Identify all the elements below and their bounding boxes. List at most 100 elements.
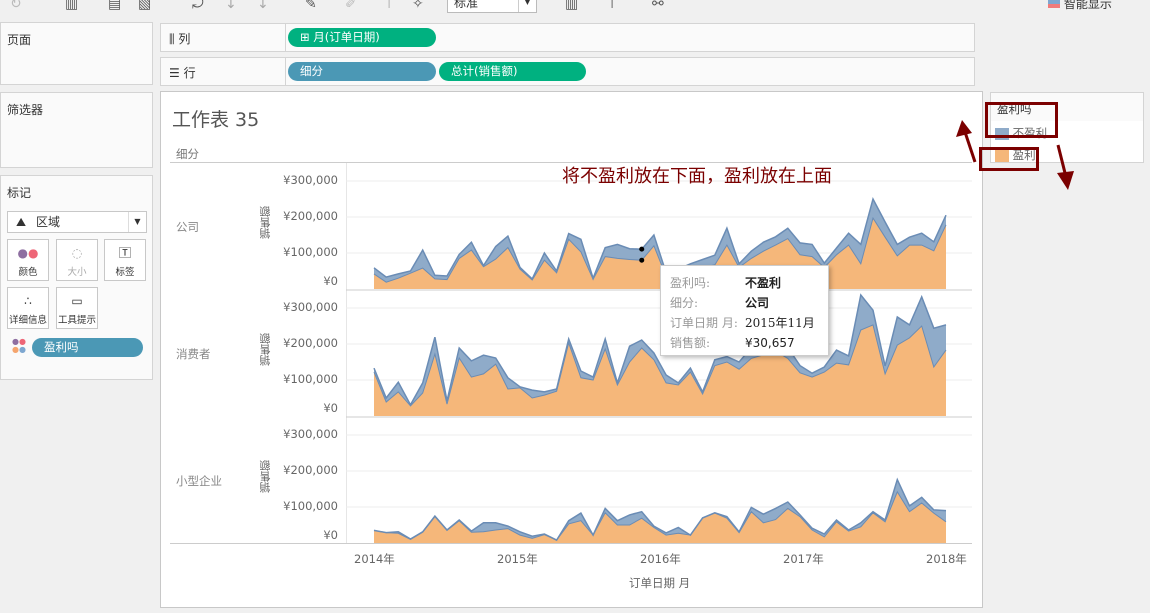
sum-sales-pill[interactable]: 总计(销售额) — [439, 62, 586, 81]
detail-label: 详细信息 — [8, 315, 47, 326]
mark-type-value: 区域 — [36, 215, 61, 229]
line-unprofitable-消费者 — [373, 293, 947, 407]
row-header-segment: 公司 — [176, 220, 199, 234]
color-field-icon: ●● ●● — [12, 337, 26, 354]
swap-icon[interactable]: ⤾ — [192, 0, 204, 12]
x-tick-label: 2014年 — [354, 552, 395, 566]
segment-pill[interactable]: 细分 — [288, 62, 436, 81]
y-tick-label: ¥0 — [323, 274, 338, 288]
arrow-up-head — [956, 120, 972, 137]
legend-title: 盈利吗 — [997, 102, 1032, 116]
sort-desc-icon[interactable]: ↧ — [257, 0, 269, 12]
share-icon[interactable]: ⚯ — [652, 0, 664, 12]
legend-item-profitable[interactable]: 盈利 — [995, 147, 1036, 163]
area-profitable-消费者[interactable] — [374, 324, 946, 416]
attach-icon[interactable]: ✐ — [345, 0, 357, 12]
chevron-down-icon: ▼ — [518, 0, 536, 12]
pin-icon[interactable]: ✧ — [412, 0, 424, 12]
area-icon: ⛰ — [16, 215, 27, 229]
tooltip-key: 盈利吗: — [670, 276, 711, 290]
text-icon[interactable]: ⊤ — [383, 0, 396, 12]
line-unprofitable-公司 — [373, 196, 947, 281]
color-label: 颜色 — [18, 267, 38, 278]
filters-card[interactable]: 筛选器 — [0, 92, 153, 168]
toolbar: ↻ ▥ ▤ ▧ ⤾ ↧ ↧ ✎ ✐ ⊤ ✧ 标准 ▼ ▥ ⊤ ⚯ 智能显示 — [0, 0, 1150, 16]
y-tick-label: ¥300,000 — [283, 300, 338, 314]
duplicate-sheet-icon[interactable]: ▤ — [108, 0, 122, 12]
tooltip-key: 销售额: — [670, 336, 711, 350]
columns-label: ⫼ 列 — [169, 32, 191, 46]
y-tick-label: ¥100,000 — [283, 245, 338, 259]
size-icon: ◌ — [71, 246, 83, 260]
bar-chart-icon[interactable]: ▥ — [565, 0, 579, 12]
tooltip-button[interactable]: ▭ 工具提示 — [56, 287, 98, 329]
pill-label: 月(订单日期) — [313, 30, 380, 44]
y-tick-label: ¥300,000 — [283, 173, 338, 187]
sheet-title: 工作表 35 — [172, 109, 260, 131]
filters-title: 筛选器 — [7, 103, 44, 117]
area-chart[interactable] — [346, 163, 972, 544]
area-profitable-小型企业[interactable] — [374, 491, 946, 543]
tooltip-value: 2015年11月 — [745, 316, 815, 330]
x-axis-title: 订单日期 月 — [629, 576, 691, 590]
x-tick-label: 2018年 — [926, 552, 967, 566]
label-label: 标签 — [115, 267, 135, 278]
x-tick-label: 2015年 — [497, 552, 538, 566]
view-size-select[interactable]: 标准 ▼ — [447, 0, 537, 13]
chevron-down-icon: ▼ — [128, 212, 146, 232]
highlight-icon[interactable]: ✎ — [305, 0, 317, 12]
show-me-button[interactable]: 智能显示 — [1048, 0, 1112, 12]
month-order-date-pill[interactable]: ⊞ 月(订单日期) — [288, 28, 436, 47]
y-tick-label: ¥0 — [323, 401, 338, 415]
annotation-text: 将不盈利放在下面，盈利放在上面 — [562, 166, 832, 187]
y-tick-label: ¥200,000 — [283, 209, 338, 223]
pages-card[interactable]: 页面 — [0, 22, 153, 85]
highlight-box — [985, 102, 1058, 138]
x-tick-label: 2017年 — [783, 552, 824, 566]
y-tick-label: ¥100,000 — [283, 372, 338, 386]
segment-header: 细分 — [176, 147, 199, 161]
detail-button[interactable]: ∴ 详细信息 — [7, 287, 49, 329]
columns-icon: ⫼ — [169, 32, 179, 46]
tooltip-key: 订单日期 月: — [670, 316, 738, 330]
row-header-segment: 小型企业 — [176, 474, 222, 488]
size-label: 大小 — [67, 267, 87, 278]
clear-sheet-icon[interactable]: ▧ — [138, 0, 152, 12]
line-unprofitable-小型企业 — [373, 477, 947, 542]
tooltip-value: ¥30,657 — [745, 336, 795, 350]
x-tick-label: 2016年 — [640, 552, 681, 566]
line-profitable-小型企业 — [373, 490, 947, 541]
detail-icon: ∴ — [24, 294, 32, 308]
color-button[interactable]: ●● 颜色 — [7, 239, 49, 281]
new-worksheet-icon[interactable]: ▥ — [65, 0, 79, 12]
y-tick-label: ¥100,000 — [283, 499, 338, 513]
redo-icon[interactable]: ↻ — [10, 0, 22, 12]
presentation-icon[interactable]: ⊤ — [606, 0, 619, 12]
tooltip-icon: ▭ — [71, 294, 83, 308]
view-size-value: 标准 — [454, 0, 479, 10]
label-button[interactable]: 🅃 标签 — [104, 239, 146, 281]
rows-label: ☰ 行 — [169, 66, 196, 80]
rows-icon: ☰ — [169, 66, 184, 80]
arrow-down-head — [1057, 171, 1074, 190]
text-label-icon: 🅃 — [118, 246, 131, 260]
y-tick-label: ¥200,000 — [283, 463, 338, 477]
selected-point[interactable] — [639, 246, 645, 252]
y-tick-label: ¥200,000 — [283, 336, 338, 350]
y-tick-label: ¥300,000 — [283, 427, 338, 441]
arrows-annotation — [956, 120, 1074, 190]
line-profitable-公司 — [373, 216, 947, 283]
pages-title: 页面 — [7, 33, 32, 47]
sort-asc-icon[interactable]: ↧ — [225, 0, 237, 12]
mark-type-select[interactable]: ⛰ 区域 ▼ — [7, 211, 147, 233]
size-button[interactable]: ◌ 大小 — [56, 239, 98, 281]
tooltip-label: 工具提示 — [57, 315, 96, 326]
tooltip-popup: 盈利吗: 不盈利 细分: 公司 订单日期 月: 2015年11月 销售额: ¥30,65… — [660, 265, 829, 356]
color-dots-icon: ●● — [17, 246, 39, 260]
selected-point[interactable] — [639, 257, 645, 263]
show-me-icon — [1048, 0, 1060, 8]
show-me-label: 智能显示 — [1063, 0, 1112, 11]
marks-title: 标记 — [7, 186, 32, 200]
columns-shelf[interactable]: ⫼ 列 — [160, 23, 975, 52]
profitable-color-pill[interactable]: 盈利吗 — [32, 338, 143, 357]
